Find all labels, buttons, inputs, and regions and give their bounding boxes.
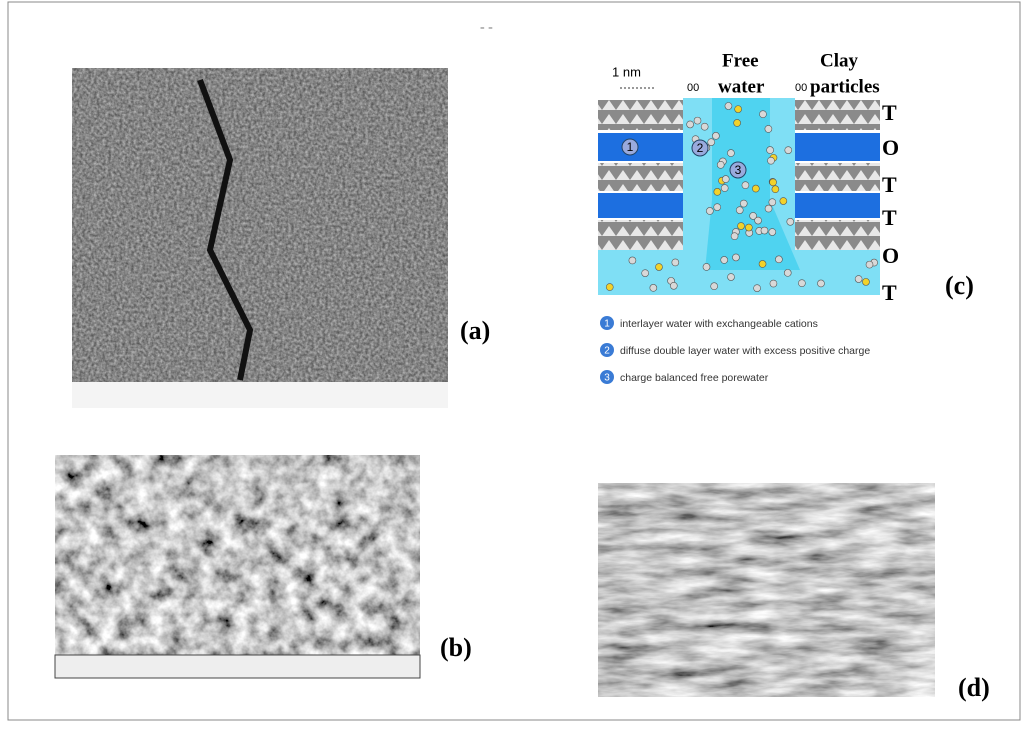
ion [727,150,734,157]
ion [754,285,761,292]
legend-number: 1 [604,319,610,330]
sem-texture-a [72,68,448,382]
legend-number: 2 [604,346,610,357]
ion [740,200,747,207]
marker: 00 [687,82,699,94]
ion [817,280,824,287]
ion [711,283,718,290]
free-water-label: water [718,76,765,97]
dash: - - [480,20,493,35]
ion [650,284,657,291]
figure: - - (a) (b) (d) 1 nm Free water Clay par… [0,0,1029,747]
clay-label: Clay [820,50,859,71]
ion [785,147,792,154]
panel-label: (d) [958,673,990,702]
ion [672,259,679,266]
ion [780,198,787,205]
layer-label: T [882,205,897,230]
ion [755,217,762,224]
ion [772,186,779,193]
ion [728,274,735,281]
ion [866,261,873,268]
ion [798,280,805,287]
ion [784,269,791,276]
clay-label: particles [810,76,880,97]
legend-text: interlayer water with exchangeable catio… [620,318,818,330]
ion [721,185,728,192]
ion [708,139,715,146]
layer-label: O [882,243,899,268]
ion [759,111,766,118]
zone-number: 3 [735,163,742,177]
ion [606,284,613,291]
ion [706,207,713,214]
layer-label: T [882,280,897,305]
ion [712,132,719,139]
legend-number: 3 [604,373,610,384]
ion [745,224,752,231]
ion [629,257,636,264]
sem-texture-d [598,483,935,697]
ion [770,179,777,186]
ion [714,188,721,195]
free-water-label: Free [722,50,759,71]
ion [765,205,772,212]
ion [738,223,745,230]
ion [732,254,739,261]
panel-label: (c) [945,271,974,300]
ion [770,280,777,287]
ion [721,256,728,263]
ion [703,263,710,270]
ion [670,282,677,289]
ion [694,117,701,124]
zone-number: 1 [627,140,634,154]
ion [767,157,774,164]
ion [769,199,776,206]
ion [787,218,794,225]
ion [862,278,869,285]
ion [752,185,759,192]
ion [769,229,776,236]
ion [736,207,743,214]
legend-text: diffuse double layer water with excess p… [620,345,870,357]
ion [765,125,772,132]
ion [701,123,708,130]
scale-label: 1 nm [612,64,641,79]
ion [761,227,768,234]
ion [742,182,749,189]
ion [731,233,738,240]
layer-label: T [882,172,897,197]
ion [642,270,649,277]
sem-info-bar [72,382,448,408]
zone-number: 2 [697,141,704,155]
ion [717,161,724,168]
ion [735,106,742,113]
ion [687,121,694,128]
ion [655,264,662,271]
panel-label: (a) [460,316,490,345]
ion [775,256,782,263]
ion [714,204,721,211]
panel-label: (b) [440,633,472,662]
ion [767,147,774,154]
legend-text: charge balanced free porewater [620,372,769,384]
clay-diagram [598,88,880,295]
sem-texture-b [55,455,420,655]
ion [759,260,766,267]
ion [855,276,862,283]
ion [734,119,741,126]
sem-info-bar [55,655,420,678]
ion [722,176,729,183]
marker: 00 [795,82,807,94]
layer-label: O [882,135,899,160]
ion [725,103,732,110]
layer-label: T [882,100,897,125]
